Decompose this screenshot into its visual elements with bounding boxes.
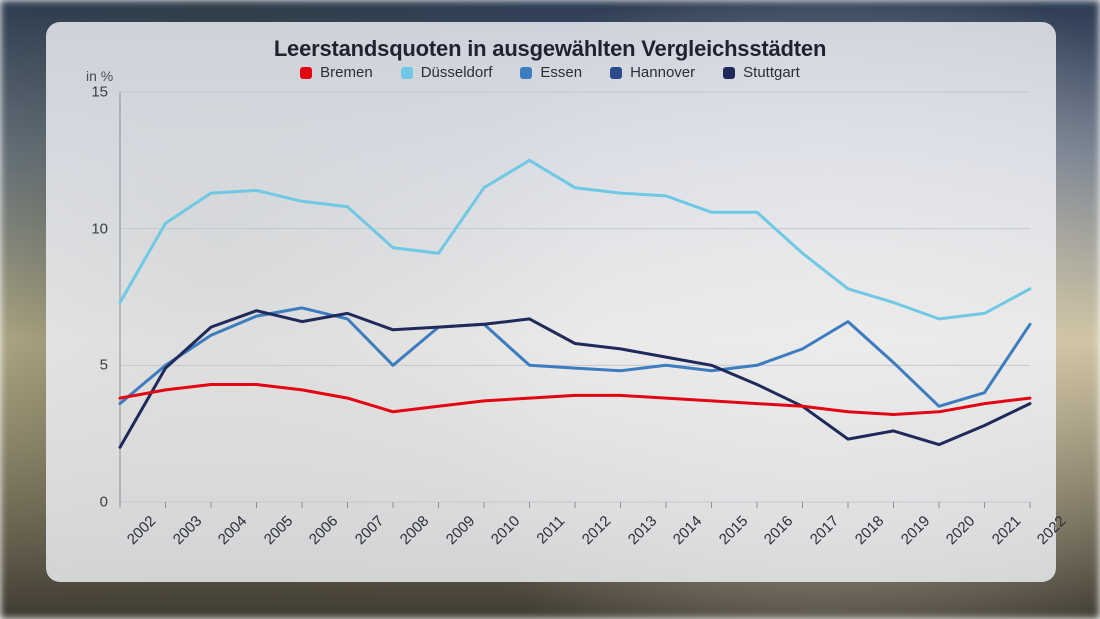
- series-essen: [120, 308, 1030, 406]
- series-bremen: [120, 385, 1030, 415]
- series-düsseldorf: [120, 160, 1030, 319]
- line-series: [0, 0, 1100, 619]
- series-stuttgart: [120, 311, 1030, 448]
